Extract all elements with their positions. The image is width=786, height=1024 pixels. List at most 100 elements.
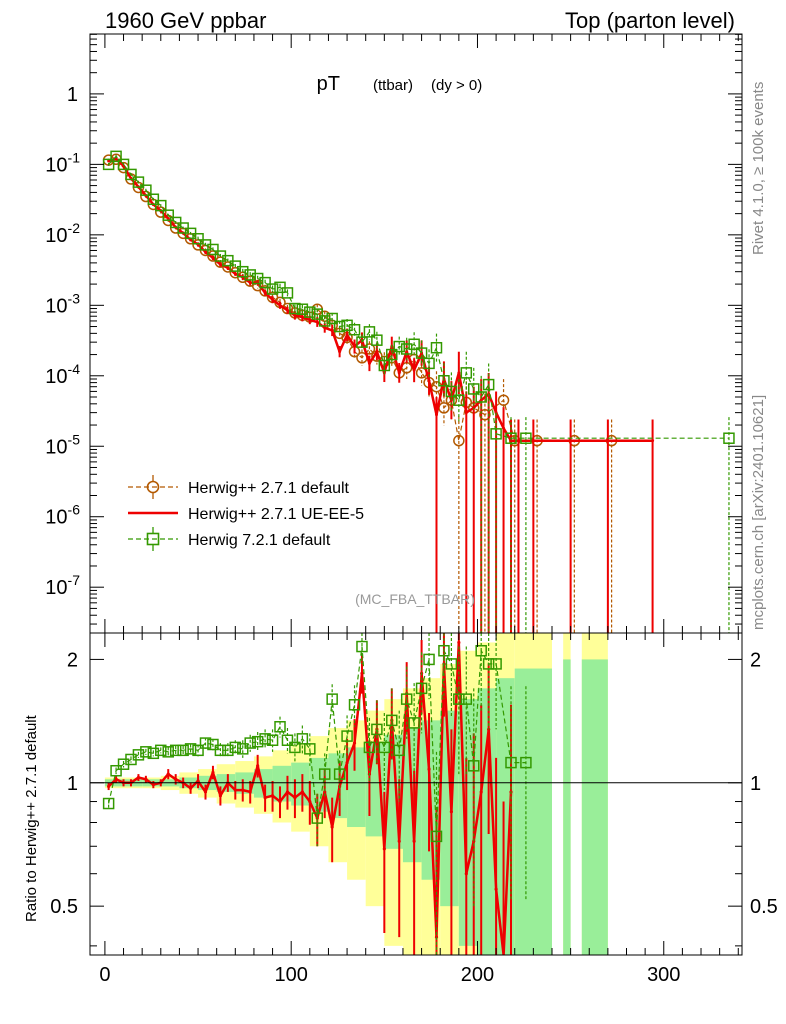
data-point bbox=[397, 371, 401, 375]
legend: Herwig++ 2.7.1 default Herwig++ 2.7.1 UE… bbox=[128, 475, 364, 551]
data-point bbox=[125, 168, 137, 181]
ratio-y-label: Ratio to Herwig++ 2.7.1 default bbox=[23, 714, 40, 922]
band-green bbox=[514, 668, 552, 955]
ratio-data-point bbox=[356, 640, 368, 653]
data-point bbox=[460, 367, 473, 379]
ratio-data-point bbox=[475, 644, 487, 657]
data-point bbox=[490, 428, 502, 440]
data-point bbox=[723, 432, 735, 444]
ratio-data-point bbox=[415, 682, 428, 695]
data-point bbox=[117, 158, 130, 171]
ratio-data-point bbox=[192, 744, 204, 757]
main-x-axis bbox=[104, 34, 739, 633]
data-point bbox=[300, 315, 304, 319]
ratio-y-tick-label: 1 bbox=[67, 773, 78, 795]
data-point bbox=[393, 340, 405, 353]
data-point bbox=[166, 217, 170, 221]
ratio-data-point bbox=[430, 830, 443, 843]
ratio-data-point bbox=[318, 768, 331, 780]
ratio-data-point bbox=[479, 790, 483, 794]
data-point bbox=[162, 209, 174, 221]
watermark: (MC_FBA_TTBAR) bbox=[355, 591, 475, 607]
ratio-data-point bbox=[311, 812, 324, 824]
ratio-data-point bbox=[393, 744, 405, 757]
data-point bbox=[569, 439, 573, 443]
data-point bbox=[192, 239, 204, 251]
data-point bbox=[289, 302, 301, 315]
ratio-y-tick-label: 0.5 bbox=[50, 896, 78, 918]
ratio-data-point bbox=[229, 741, 242, 754]
data-point bbox=[304, 306, 316, 318]
ratio-data-point bbox=[371, 723, 383, 736]
legend-entry-h271: Herwig++ 2.7.1 default bbox=[128, 475, 350, 499]
data-point bbox=[520, 432, 532, 444]
ratio-data-point bbox=[237, 743, 249, 755]
y-tick-label: 10-2 bbox=[45, 220, 80, 247]
data-point bbox=[482, 378, 495, 391]
ratio-data-point bbox=[341, 730, 353, 742]
data-point bbox=[203, 250, 207, 254]
ratio-data-point bbox=[151, 782, 155, 787]
data-point bbox=[531, 439, 535, 443]
data-point bbox=[494, 411, 498, 415]
ratio-data-point bbox=[378, 741, 391, 754]
data-point bbox=[502, 426, 506, 430]
ratio-data-point bbox=[251, 735, 264, 748]
ratio-data-point bbox=[207, 738, 219, 751]
data-point bbox=[251, 272, 264, 285]
data-point bbox=[278, 303, 282, 307]
ratio-data-point bbox=[169, 744, 182, 757]
data-point bbox=[132, 176, 145, 188]
ratio-data-point bbox=[107, 784, 111, 788]
legend-marker-square bbox=[146, 532, 160, 546]
ratio-data-point bbox=[397, 839, 401, 843]
series-line bbox=[108, 158, 612, 442]
ratio-data-point bbox=[266, 734, 279, 746]
ratio-data-point bbox=[482, 658, 495, 670]
ratio-y-axis: 0.5 0.5 1 1 2 2 bbox=[50, 649, 778, 947]
ratio-data-point bbox=[199, 737, 212, 749]
ratio-data-point bbox=[323, 790, 327, 794]
data-point bbox=[211, 256, 215, 260]
data-point bbox=[453, 434, 465, 447]
ratio-x-axis: 0 100 200 300 bbox=[99, 633, 739, 986]
ratio-data-point bbox=[412, 839, 416, 843]
mcplots-label: mcplots.cern.ch [arXiv:2401.10621] bbox=[750, 395, 767, 630]
ratio-data-point bbox=[222, 744, 234, 757]
ratio-data-point bbox=[274, 721, 286, 733]
ratio-data-point bbox=[438, 644, 450, 657]
ratio-data-point bbox=[427, 767, 431, 771]
ratio-data-point bbox=[360, 671, 364, 675]
data-point bbox=[226, 266, 230, 270]
ratio-data-point bbox=[140, 746, 152, 758]
legend-entry-h721: Herwig 7.2.1 default bbox=[128, 527, 331, 551]
data-point bbox=[237, 265, 249, 278]
ratio-data-point bbox=[162, 746, 174, 758]
data-point bbox=[353, 345, 357, 349]
data-point bbox=[363, 326, 376, 338]
ratio-data-point bbox=[155, 744, 167, 757]
data-point bbox=[427, 379, 431, 383]
data-point bbox=[259, 285, 271, 297]
ratio-data-point bbox=[352, 741, 357, 745]
data-point bbox=[207, 243, 219, 256]
ratio-data-point bbox=[505, 756, 517, 769]
data-point bbox=[479, 398, 483, 402]
data-point bbox=[271, 298, 275, 302]
data-point bbox=[438, 375, 450, 387]
data-point bbox=[412, 368, 416, 372]
data-point bbox=[371, 334, 383, 346]
ratio-data-point bbox=[289, 741, 301, 754]
legend-label-h721: Herwig 7.2.1 default bbox=[188, 532, 331, 549]
data-point bbox=[467, 383, 480, 395]
data-point bbox=[285, 308, 289, 312]
ratio-series-layer bbox=[102, 633, 532, 956]
x-tick-label: 300 bbox=[647, 964, 680, 986]
band-green bbox=[563, 659, 571, 955]
ratio-y-tick-label: 0.5 bbox=[750, 896, 778, 918]
x-tick-label: 0 bbox=[99, 964, 110, 986]
data-point bbox=[110, 150, 122, 163]
ratio-data-point bbox=[136, 775, 141, 780]
ratio-data-point bbox=[308, 799, 312, 804]
